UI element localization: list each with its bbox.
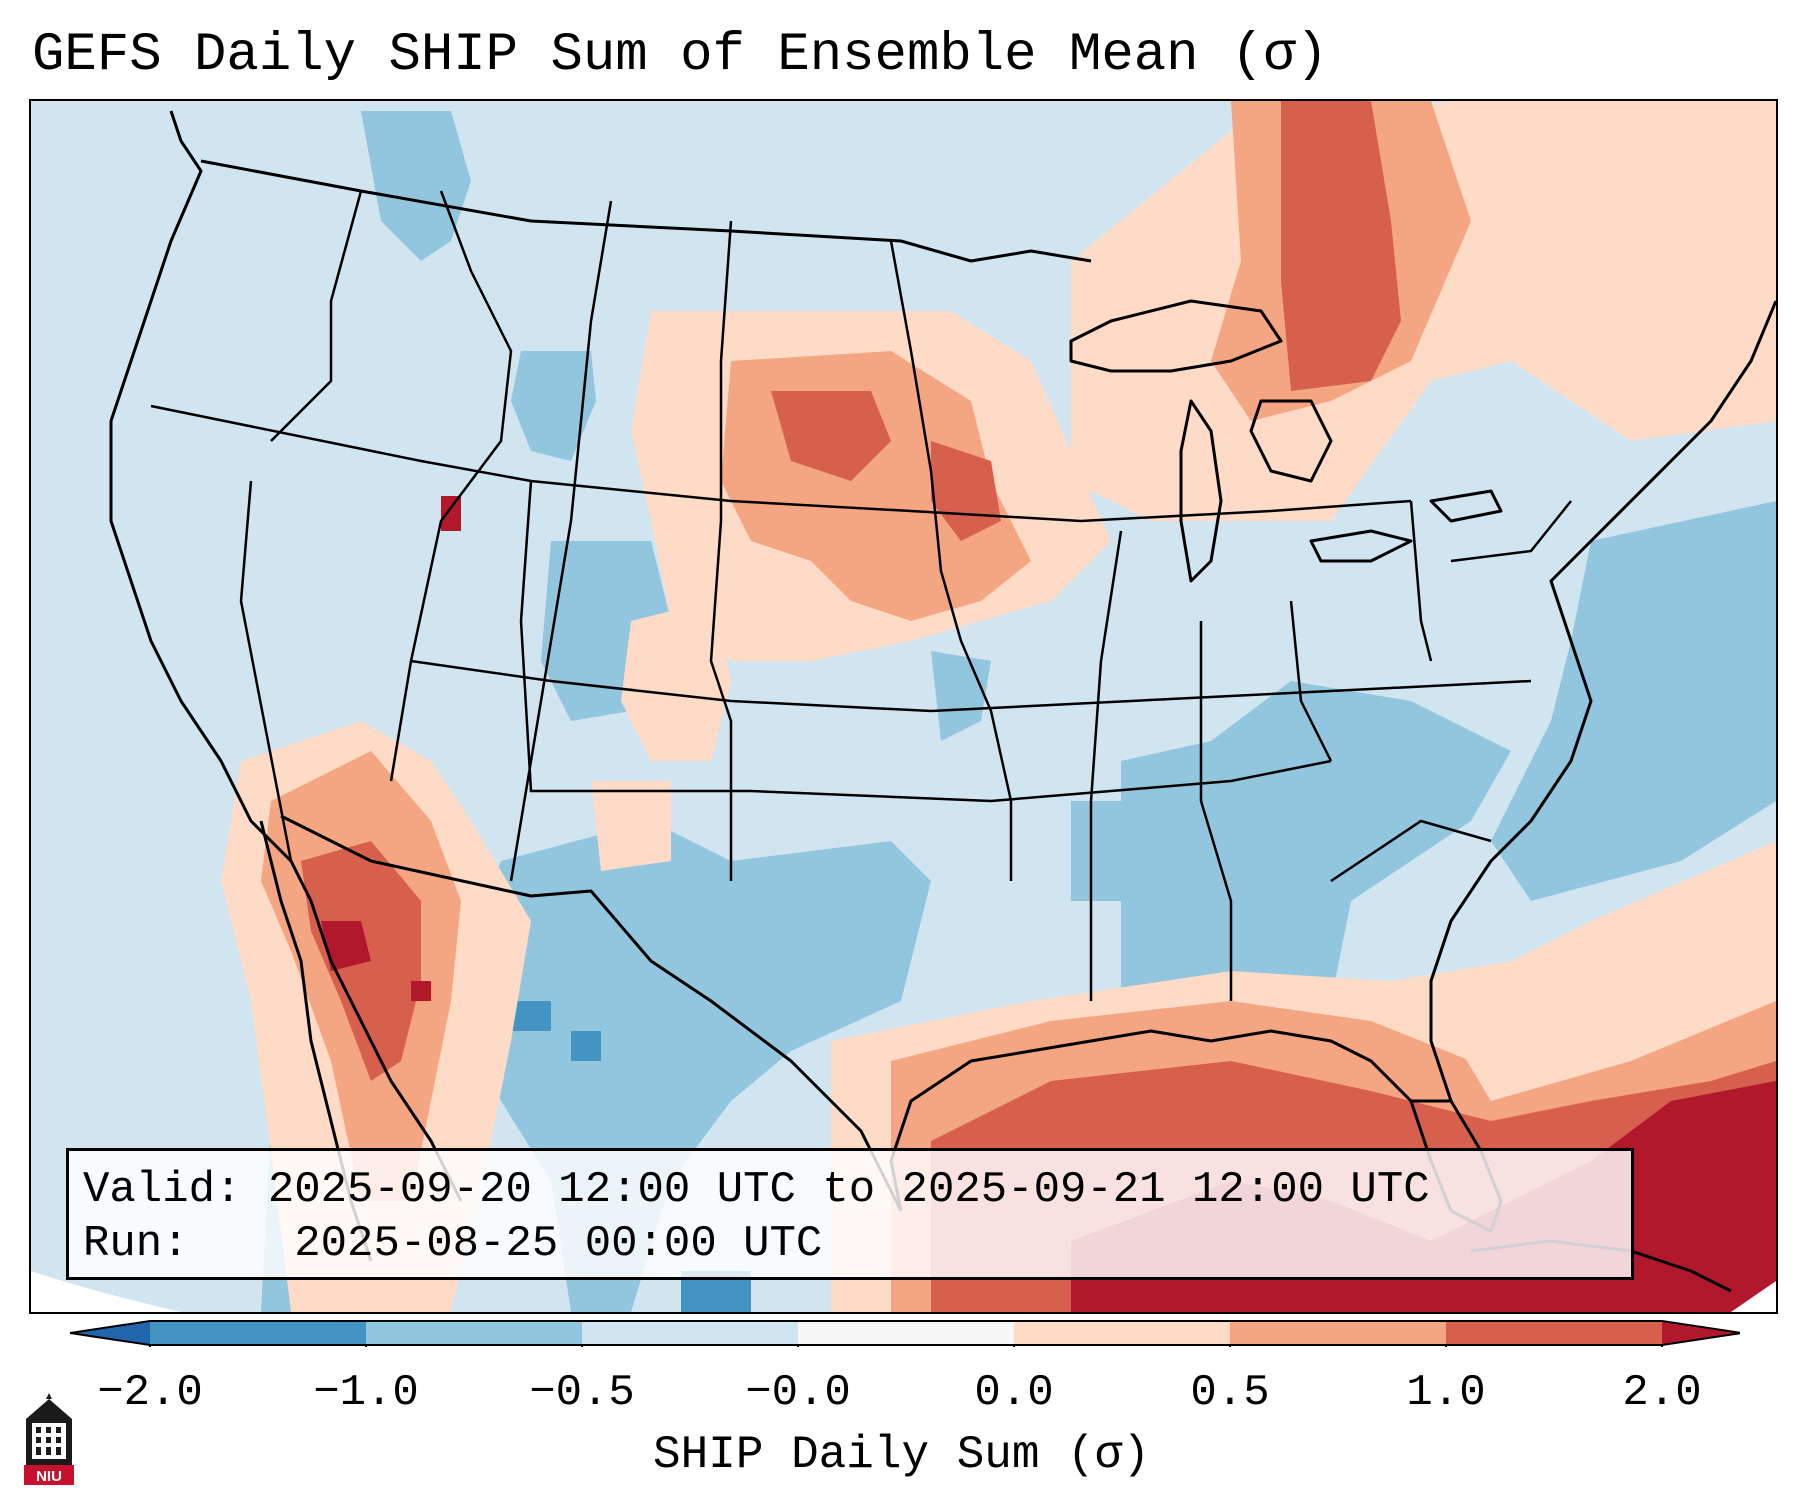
map-panel xyxy=(29,99,1778,1314)
state-boundaries xyxy=(150,190,1572,1001)
colorbar-tick-label: −2.0 xyxy=(97,1368,203,1418)
colorbar-tick-label: 1.0 xyxy=(1406,1368,1486,1418)
mexico-border xyxy=(280,814,903,1212)
colorbar-bin xyxy=(150,1321,366,1345)
great-plains-negative xyxy=(1071,801,1151,901)
colorbar-bin xyxy=(1446,1321,1662,1345)
run-label: Run: xyxy=(83,1219,189,1269)
logo-text: NIU xyxy=(36,1468,62,1485)
valid-label: Valid: xyxy=(83,1165,242,1215)
colorbar-tick-label: −0.5 xyxy=(529,1368,635,1418)
colorbar-bin xyxy=(366,1321,582,1345)
validity-info-box: Valid: 2025-09-20 12:00 UTC to 2025-09-2… xyxy=(66,1148,1634,1280)
utah-spot xyxy=(441,496,461,531)
colorbar-tick-label: 0.0 xyxy=(974,1368,1054,1418)
colorbar-label: SHIP Daily Sum (σ) xyxy=(653,1429,1150,1481)
lake-huron xyxy=(1249,399,1333,483)
atlantic-negative xyxy=(1491,501,1776,901)
colorbar-tick-label: −0.0 xyxy=(745,1368,851,1418)
niu-logo: NIU xyxy=(24,1393,74,1485)
east-coast xyxy=(1429,300,1776,1102)
chart-title: GEFS Daily SHIP Sum of Ensemble Mean (σ) xyxy=(32,25,1329,86)
lake-michigan xyxy=(1179,399,1223,583)
run-line: Run: 2025-08-25 00:00 UTC xyxy=(83,1217,1617,1271)
northeast-positive xyxy=(1511,191,1651,401)
arizona-positive xyxy=(591,781,671,871)
colorbar-under-arrow xyxy=(70,1321,150,1345)
great-lakes-strong xyxy=(1281,101,1401,391)
colorbar-tick-label: −1.0 xyxy=(313,1368,419,1418)
colorbar-bin xyxy=(1014,1321,1230,1345)
colorbar-bin xyxy=(582,1321,798,1345)
colorbar-over-arrow xyxy=(1662,1321,1740,1345)
colorbar xyxy=(70,1320,1740,1347)
run-value: 2025-08-25 00:00 UTC xyxy=(294,1219,823,1269)
colorbar-tick-label: 2.0 xyxy=(1622,1368,1702,1418)
northern-rockies-negative xyxy=(361,111,471,261)
colorbar-bin xyxy=(798,1321,1014,1345)
valid-line: Valid: 2025-09-20 12:00 UTC to 2025-09-2… xyxy=(83,1163,1617,1217)
valid-value: 2025-09-20 12:00 UTC to 2025-09-21 12:00… xyxy=(267,1165,1430,1215)
negative-anomaly-fields xyxy=(261,111,1776,1312)
lake-ontario xyxy=(1429,489,1503,523)
lake-superior xyxy=(1069,299,1283,373)
projection-edge-right xyxy=(1731,1281,1776,1312)
wyoming-negative xyxy=(511,351,596,461)
northern-plains-strong xyxy=(771,391,1001,541)
canada-border xyxy=(200,159,1092,263)
southeast-negative xyxy=(1121,681,1511,1011)
new-mexico-positive xyxy=(621,601,731,761)
projection-edge xyxy=(31,1271,181,1312)
southwest-extreme xyxy=(321,921,431,1001)
map-canvas xyxy=(31,101,1776,1312)
gulf-coast xyxy=(889,1029,1453,1212)
lake-erie xyxy=(1309,529,1413,563)
colorbar-tick-label: 0.5 xyxy=(1190,1368,1270,1418)
texas-deep-negative xyxy=(511,1001,751,1312)
west-coast xyxy=(109,110,463,1202)
colorbar-bin xyxy=(1230,1321,1446,1345)
atlantic-band-positive xyxy=(1431,841,1776,1101)
